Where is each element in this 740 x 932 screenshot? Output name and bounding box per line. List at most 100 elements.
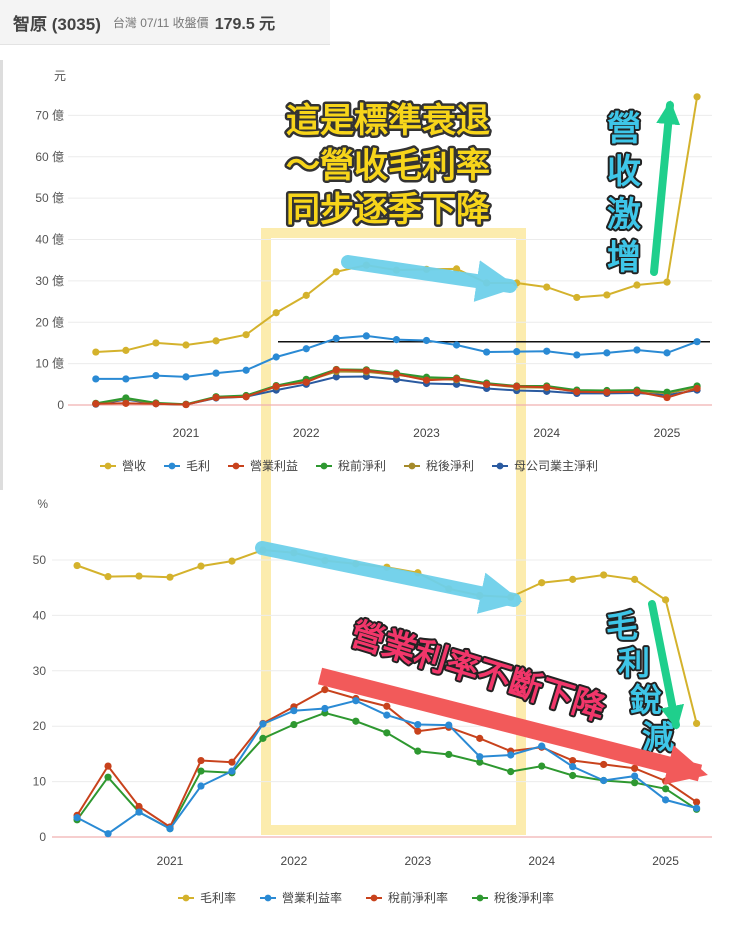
stock-header: 智原 (3035) 台灣 07/11 收盤價 179.5 元: [0, 0, 330, 45]
revenue-chart-legend-label: 毛利: [186, 459, 210, 473]
market-date: 台灣 07/11 收盤價: [112, 15, 209, 30]
margin-chart-data-point: [414, 727, 422, 735]
revenue-chart-legend-swatch-dot: [320, 462, 328, 470]
revenue-chart-data-point: [362, 332, 370, 340]
revenue-chart-legend-swatch-dot: [168, 462, 176, 470]
revenue-chart-legend-item[interactable]: 營收: [100, 459, 146, 473]
margin-chart-data-point: [662, 785, 670, 793]
annotation-gross-margin-drop-char: 利: [618, 645, 650, 681]
annotation-gross-margin-drop-char: 毛: [606, 608, 638, 644]
margin-chart-data-point: [73, 561, 81, 570]
revenue-chart-data-point: [513, 348, 521, 356]
margin-chart-data-point: [569, 756, 577, 765]
margin-chart-data-point: [692, 798, 701, 806]
margin-chart-data-point: [569, 771, 577, 780]
revenue-chart-x-tick-label: 2023: [413, 426, 440, 440]
arrow-revenue-decline: [341, 255, 519, 302]
margin-chart-legend-swatch-dot: [182, 894, 190, 902]
margin-chart-data-point: [321, 686, 329, 694]
annotation-revenue-surge-char: 增: [607, 239, 641, 277]
revenue-chart-data-point: [122, 394, 130, 402]
margin-chart-data-point: [383, 711, 391, 719]
revenue-chart-data-point: [543, 283, 551, 291]
revenue-chart-data-point: [272, 353, 280, 361]
revenue-chart-y-tick-label: 30 億: [35, 274, 64, 288]
revenue-chart-data-point: [122, 375, 130, 383]
revenue-chart-data-point: [422, 376, 431, 384]
revenue-chart-data-point: [392, 370, 401, 378]
margin-chart-y-tick-label: 0: [39, 830, 46, 844]
margin-chart-legend-item[interactable]: 毛利率: [178, 890, 236, 905]
revenue-chart-data-point: [152, 339, 160, 347]
margin-chart-data-point: [228, 767, 236, 775]
margin-chart-data-point: [259, 720, 267, 728]
revenue-chart-data-point: [122, 399, 130, 407]
margin-chart-data-point: [73, 814, 81, 822]
revenue-chart-data-point: [242, 331, 250, 339]
margin-chart-data-point: [445, 750, 453, 759]
revenue-chart-legend-item[interactable]: 稅前淨利: [316, 458, 386, 473]
revenue-chart-data-point: [573, 351, 581, 359]
margin-chart-y-tick-label: 30: [33, 664, 47, 678]
revenue-chart-data-point: [452, 265, 461, 273]
annotation-gross-margin-drop-char: 銳: [630, 682, 662, 718]
margin-chart-data-point: [569, 575, 577, 583]
highlight-box: [261, 228, 526, 835]
margin-chart-data-point: [135, 802, 143, 811]
revenue-chart-legend-item[interactable]: 毛利: [164, 459, 210, 473]
revenue-chart-data-point: [302, 378, 310, 386]
margin-chart-data-point: [135, 572, 143, 580]
annotation-gross-margin-drop-char: 減: [642, 719, 674, 755]
margin-chart-data-point: [538, 762, 546, 770]
revenue-chart-data-point: [182, 341, 190, 349]
revenue-chart-data-point: [693, 338, 701, 346]
revenue-chart-data-point: [92, 348, 100, 356]
margin-chart-legend-label: 營業利益率: [282, 890, 342, 905]
margin-chart-y-tick-label: 10: [33, 775, 47, 789]
annotation-recession-line2: ～營收毛利率: [286, 147, 490, 185]
revenue-chart-legend-item[interactable]: 母公司業主淨利: [492, 459, 598, 473]
margin-chart-x-tick-label: 2022: [281, 854, 308, 868]
margin-chart-data-point: [507, 751, 515, 759]
revenue-chart-y-tick-label: 40 億: [35, 233, 64, 247]
margin-chart-data-point: [104, 762, 112, 770]
margin-chart-legend-swatch-dot: [264, 894, 272, 902]
margin-chart-legend-item[interactable]: 營業利益率: [260, 890, 342, 905]
revenue-chart-data-point: [302, 345, 310, 353]
margin-chart-x-tick-label: 2021: [157, 854, 184, 868]
annotation-revenue-surge-char: 營: [607, 110, 641, 148]
revenue-chart-data-point: [392, 336, 401, 344]
annotation-recession-line1: 這是標準衰退: [286, 101, 490, 140]
revenue-chart-data-point: [272, 382, 280, 390]
revenue-chart-legend-label: 稅前淨利: [338, 458, 386, 473]
margin-chart-x-tick-label: 2023: [404, 854, 431, 868]
margin-chart-legend-swatch-dot: [370, 894, 378, 902]
margin-chart-data-point: [692, 804, 701, 812]
margin-chart-data-point: [662, 777, 670, 785]
revenue-chart-data-point: [663, 388, 671, 396]
revenue-chart-data-point: [633, 281, 641, 289]
margin-chart-data-point: [104, 773, 112, 781]
margin-chart-legend-label: 稅前淨利率: [388, 890, 448, 905]
revenue-chart-data-point: [693, 93, 701, 101]
margin-chart-data-point: [445, 721, 453, 729]
annotation-revenue-surge-char: 收: [607, 153, 641, 191]
margin-chart-legend-label: 稅後淨利率: [494, 890, 554, 905]
revenue-chart-data-point: [152, 400, 160, 408]
margin-chart-data-point: [631, 575, 639, 583]
revenue-chart-legend-item[interactable]: 稅後淨利: [404, 459, 474, 473]
revenue-chart-x-tick-label: 2022: [293, 426, 320, 440]
margin-chart-legend-item[interactable]: 稅前淨利率: [366, 890, 448, 905]
margin-chart-legend-item[interactable]: 稅後淨利率: [472, 890, 554, 905]
arrow-gross-margin-decline: [255, 541, 523, 614]
revenue-chart-legend-swatch-dot: [408, 462, 416, 470]
arrow-revenue-surge: [650, 100, 681, 276]
margin-chart-data-point: [228, 557, 236, 565]
revenue-chart-x-tick-label: 2024: [533, 426, 560, 440]
revenue-chart-legend-item[interactable]: 營業利益: [228, 459, 298, 473]
margin-chart-data-point: [259, 734, 267, 742]
margin-chart-data-point: [290, 720, 298, 729]
revenue-chart-data-point: [212, 369, 220, 377]
revenue-chart-data-point: [483, 348, 491, 356]
